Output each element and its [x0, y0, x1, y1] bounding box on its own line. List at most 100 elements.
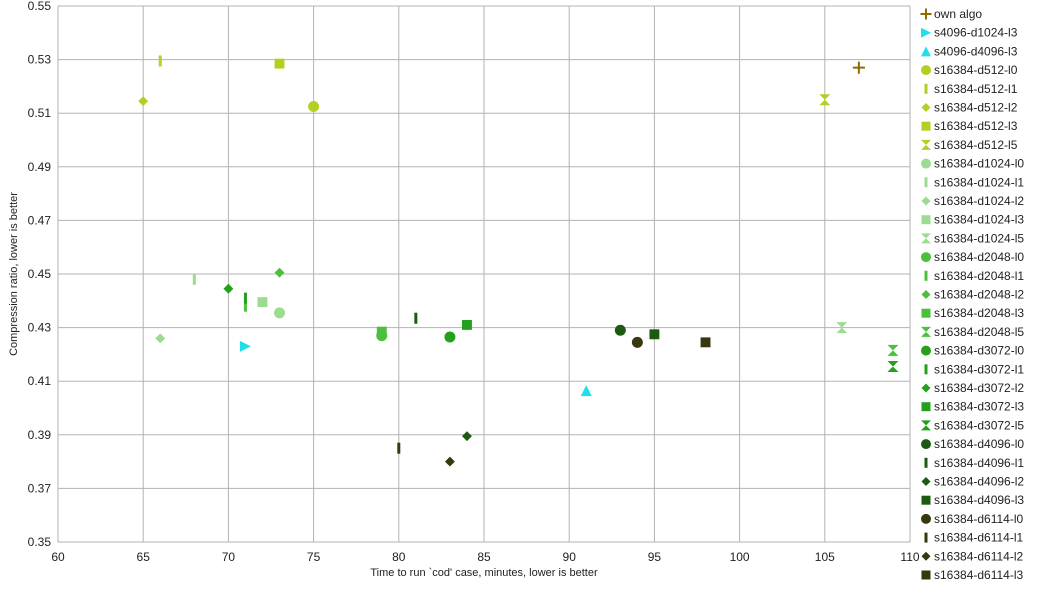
- legend-label: s16384-d6114-l3: [934, 568, 1024, 582]
- legend-item: s16384-d512-l0: [921, 63, 1018, 77]
- y-axis-ticks: 0.35 0.37 0.39 0.41 0.43 0.45 0.47 0.49 0.51 0.53…: [28, 0, 52, 549]
- data-point: [887, 360, 899, 372]
- legend-marker: [924, 270, 928, 281]
- legend-item: s16384-d3072-l1: [924, 362, 1024, 376]
- legend-marker: [921, 402, 931, 412]
- legend-label: s16384-d512-l2: [934, 101, 1018, 115]
- legend-item: s16384-d512-l1: [924, 82, 1018, 96]
- legend-item: s16384-d3072-l0: [921, 344, 1024, 358]
- legend-marker: [921, 345, 931, 356]
- legend-item: s4096-d1024-l3: [921, 26, 1018, 40]
- legend-label: own algo: [934, 7, 982, 21]
- legend-label: s16384-d2048-l3: [934, 306, 1024, 320]
- legend-marker: [921, 46, 931, 57]
- y-tick-label: 0.49: [28, 160, 52, 174]
- data-point: [274, 58, 285, 69]
- legend-item: s16384-d3072-l2: [921, 381, 1024, 395]
- x-axis-ticks: 60 65 70 75 80 85 90 95 100 105 110: [51, 550, 920, 564]
- legend-label: s16384-d512-l1: [934, 82, 1018, 96]
- x-tick-label: 85: [477, 550, 491, 564]
- legend-item: s16384-d2048-l1: [924, 269, 1024, 283]
- legend-label: s16384-d3072-l3: [934, 400, 1024, 414]
- data-point: [397, 442, 401, 454]
- legend-item: s4096-d4096-l3: [921, 44, 1018, 58]
- legend-label: s16384-d2048-l1: [934, 269, 1024, 283]
- data-point: [257, 297, 268, 308]
- x-tick-label: 75: [307, 550, 321, 564]
- legend-label: s16384-d1024-l5: [934, 231, 1024, 245]
- legend-item: s16384-d4096-l0: [921, 437, 1024, 451]
- legend-item: s16384-d1024-l1: [924, 175, 1024, 189]
- data-point: [192, 273, 196, 285]
- x-tick-label: 60: [51, 550, 65, 564]
- legend-item: s16384-d2048-l5: [921, 325, 1024, 339]
- legend-label: s16384-d3072-l5: [934, 418, 1024, 432]
- legend-marker: [921, 290, 931, 299]
- legend-label: s16384-d3072-l1: [934, 362, 1024, 376]
- legend-marker: [924, 364, 928, 375]
- data-point: [239, 340, 251, 352]
- legend-label: s16384-d4096-l0: [934, 437, 1024, 451]
- y-axis-title: Compression ratio, lower is better: [8, 192, 20, 356]
- x-tick-label: 70: [222, 550, 236, 564]
- x-tick-label: 95: [648, 550, 662, 564]
- legend-label: s16384-d6114-l0: [934, 512, 1024, 526]
- legend-marker: [924, 532, 928, 543]
- legend-label: s16384-d1024-l1: [934, 175, 1024, 189]
- legend-item: own algo: [920, 7, 982, 21]
- legend-label: s16384-d2048-l2: [934, 288, 1024, 302]
- x-tick-label: 100: [730, 550, 750, 564]
- legend-item: s16384-d4096-l1: [924, 456, 1024, 470]
- legend-marker: [921, 233, 931, 244]
- legend-item: s16384-d4096-l2: [921, 475, 1024, 489]
- legend-label: s16384-d6114-l1: [934, 531, 1024, 545]
- legend-label: s4096-d4096-l3: [934, 44, 1018, 58]
- legend-label: s16384-d2048-l5: [934, 325, 1024, 339]
- legend-marker: [921, 196, 931, 206]
- y-tick-label: 0.47: [28, 213, 52, 227]
- data-point: [631, 336, 643, 348]
- data-point: [414, 312, 418, 324]
- x-axis-title: Time to run `cod' case, minutes, lower i…: [370, 567, 598, 579]
- legend-item: s16384-d512-l3: [921, 119, 1018, 133]
- plot-area-border: [57, 5, 911, 543]
- legend-label: s16384-d4096-l3: [934, 493, 1024, 507]
- y-tick-label: 0.35: [28, 535, 52, 549]
- legend-marker: [921, 139, 931, 150]
- legend-label: s16384-d512-l3: [934, 119, 1018, 133]
- legend-item: s16384-d2048-l2: [921, 288, 1024, 302]
- data-point: [376, 326, 387, 337]
- legend-marker: [921, 570, 931, 580]
- legend-marker: [921, 495, 931, 505]
- data-point: [155, 333, 166, 344]
- legend-marker: [921, 103, 931, 112]
- legend-label: s4096-d1024-l3: [934, 26, 1018, 40]
- data-point: [444, 331, 456, 343]
- y-tick-label: 0.51: [28, 106, 52, 120]
- grid-lines: [58, 6, 910, 542]
- legend-item: s16384-d2048-l0: [921, 250, 1024, 264]
- legend-marker: [921, 158, 931, 169]
- legend-item: s16384-d6114-l0: [921, 512, 1024, 526]
- legend-label: s16384-d512-l5: [934, 138, 1018, 152]
- legend-marker: [921, 326, 931, 337]
- legend-marker: [921, 215, 931, 225]
- data-point: [836, 322, 848, 334]
- legend-label: s16384-d512-l0: [934, 63, 1018, 77]
- legend-marker: [921, 65, 931, 76]
- data-point: [462, 431, 472, 442]
- legend-marker: [924, 83, 928, 94]
- y-tick-label: 0.43: [28, 321, 52, 335]
- legend: own algo s4096-d1024-l3 s4096-d4096-l3 s163…: [920, 7, 1024, 582]
- legend-label: s16384-d4096-l1: [934, 456, 1024, 470]
- legend-marker: [924, 177, 928, 188]
- data-point: [158, 55, 162, 67]
- legend-marker: [921, 420, 931, 431]
- x-tick-label: 110: [900, 550, 919, 564]
- x-tick-label: 65: [137, 550, 151, 564]
- legend-marker: [921, 308, 931, 318]
- data-point: [444, 456, 455, 467]
- legend-label: s16384-d2048-l0: [934, 250, 1024, 264]
- legend-label: s16384-d6114-l2: [934, 549, 1024, 563]
